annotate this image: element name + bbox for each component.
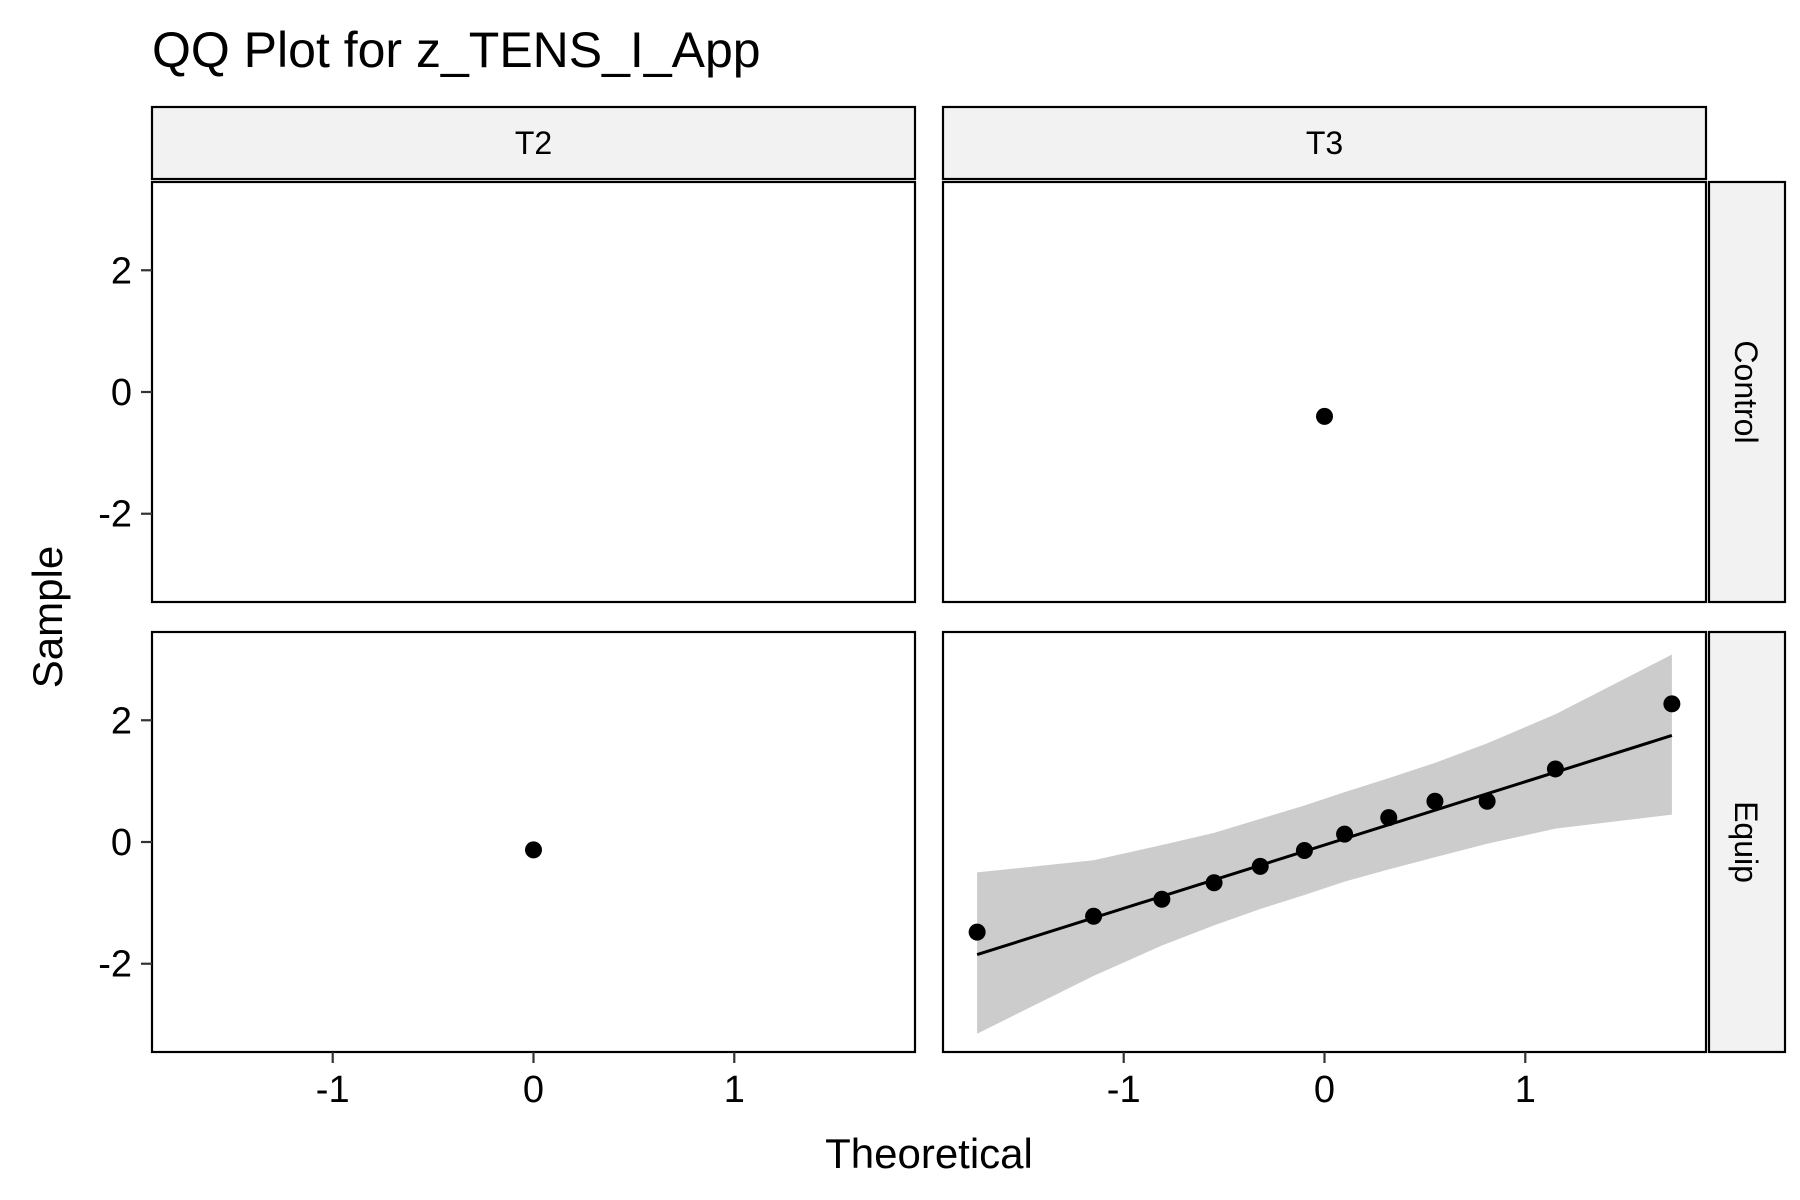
column-strip-T2: T2 <box>150 105 917 181</box>
x-tick-label: -1 <box>1107 1069 1141 1111</box>
x-tick-label: 1 <box>1515 1069 1536 1111</box>
row-strip-Equip: Equip <box>1707 630 1787 1054</box>
data-point <box>1380 809 1398 827</box>
x-tick-label: 1 <box>724 1069 745 1111</box>
axis-layer: -2 0 2 -2 0 2 -1 0 1 -1 0 1 <box>98 250 1536 1111</box>
strip-label-Control: Control <box>1728 340 1764 443</box>
data-point <box>1153 890 1171 908</box>
data-point <box>1663 695 1681 713</box>
column-strip-T3: T3 <box>941 105 1708 181</box>
data-point <box>525 841 542 859</box>
y-tick-label: 0 <box>111 372 132 414</box>
panel-data-T3-Equip <box>968 654 1681 1034</box>
chart-title: QQ Plot for z_TENS_I_App <box>152 22 761 78</box>
data-point <box>1205 874 1223 892</box>
x-axis-title: Theoretical <box>825 1130 1033 1177</box>
x-tick-label: 0 <box>523 1069 544 1111</box>
panel-T3-Control <box>941 180 1708 604</box>
y-axis-title: Sample <box>24 546 71 688</box>
y-tick-label: 2 <box>111 700 132 742</box>
panel-T2-Control <box>150 180 917 604</box>
data-point <box>968 923 986 941</box>
y-tick-label: 2 <box>111 250 132 292</box>
data-layer <box>525 407 1681 1034</box>
data-point <box>1316 407 1333 425</box>
y-tick-label: 0 <box>111 822 132 864</box>
x-tick-label: -1 <box>316 1069 350 1111</box>
data-point <box>1478 792 1496 810</box>
data-point <box>1295 842 1313 860</box>
strip-label-T2: T2 <box>515 125 552 161</box>
data-point <box>1085 907 1103 925</box>
x-tick-label: 0 <box>1314 1069 1335 1111</box>
panel-data-T2-Equip <box>525 841 542 859</box>
data-point <box>1546 760 1564 778</box>
strip-label-T3: T3 <box>1306 125 1343 161</box>
data-point <box>1336 825 1354 843</box>
panel-data-T3-Control <box>1316 407 1333 425</box>
row-strip-Control: Control <box>1707 180 1787 604</box>
strip-label-Equip: Equip <box>1728 801 1764 883</box>
y-tick-label: -2 <box>98 944 132 986</box>
y-tick-label: -2 <box>98 494 132 536</box>
data-point <box>1426 792 1444 810</box>
data-point <box>1251 857 1269 875</box>
